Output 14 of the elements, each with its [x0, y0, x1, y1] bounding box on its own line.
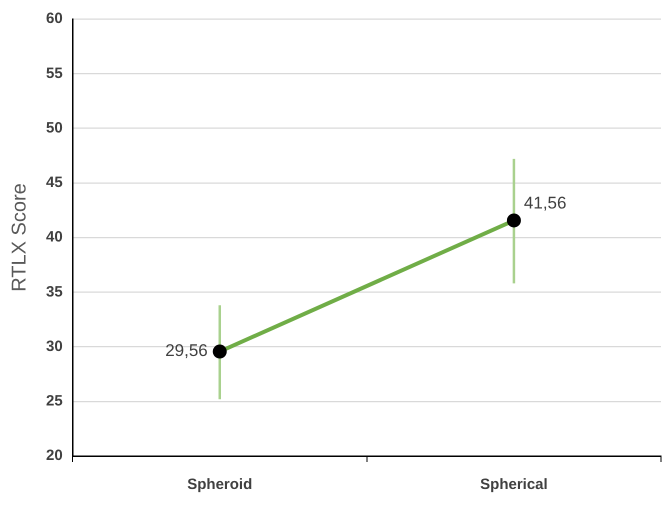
y-tick-label: 35 — [46, 283, 63, 300]
y-tick-label: 45 — [46, 174, 63, 192]
y-tick-label: 40 — [46, 228, 63, 246]
y-tick-label: 20 — [46, 447, 63, 464]
y-tick-label: 25 — [46, 392, 63, 410]
y-tick-label: 60 — [46, 10, 63, 28]
y-tick-label: 30 — [46, 338, 63, 355]
data-label: 29,56 — [165, 341, 208, 360]
data-label: 41,56 — [524, 194, 566, 213]
x-tick-label: Spheroid — [187, 476, 252, 494]
y-tick-label: 50 — [46, 119, 63, 136]
x-tick-label: Spherical — [480, 476, 548, 494]
y-axis-title: RTLX Score — [8, 183, 31, 292]
y-tick-label: 55 — [46, 64, 63, 82]
